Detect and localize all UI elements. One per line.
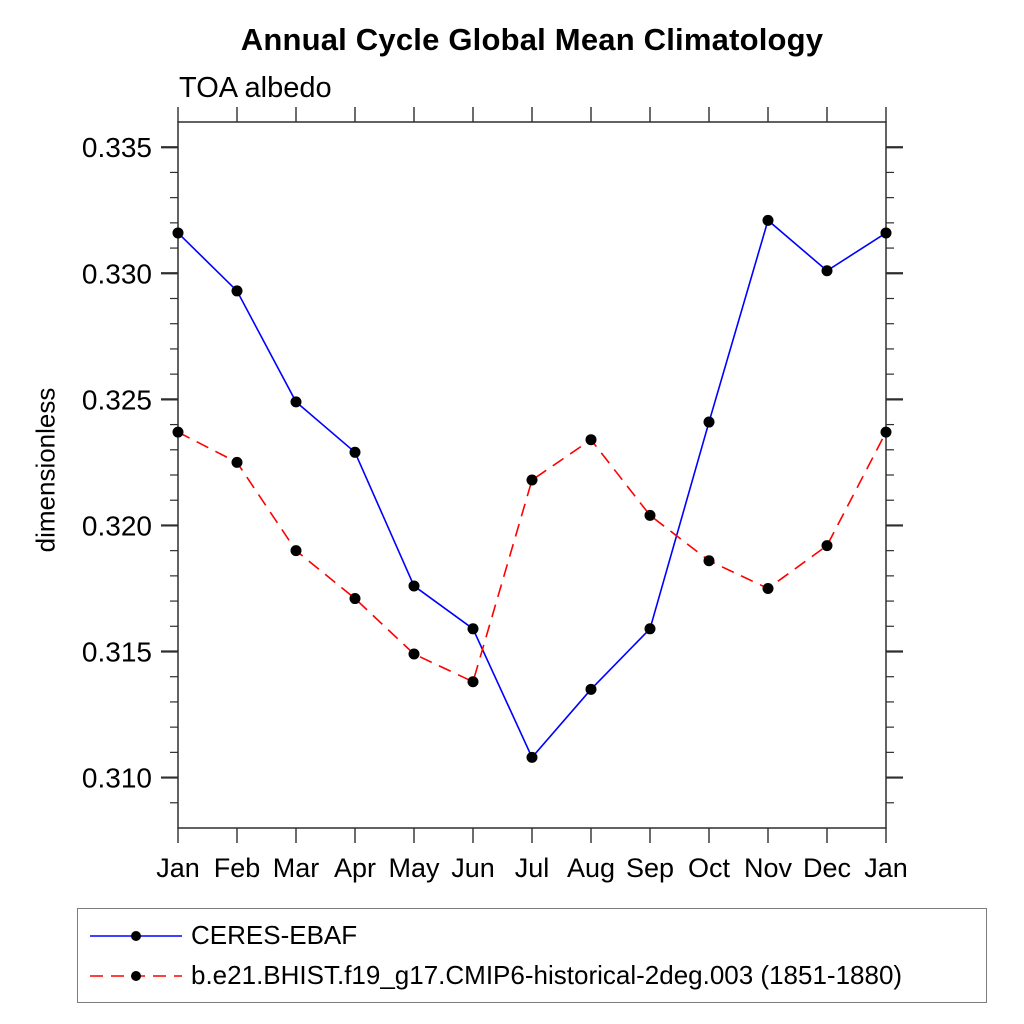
- data-point-1-Mar: [290, 545, 302, 557]
- data-point-0-Nov: [762, 214, 774, 226]
- x-tick-label: Jun: [451, 853, 495, 883]
- data-point-0-Jan: [172, 227, 184, 239]
- legend-sample-marker: [131, 970, 141, 981]
- y-tick-label: 0.325: [82, 384, 152, 415]
- data-point-1-Jan: [172, 426, 184, 438]
- y-tick-label: 0.335: [82, 132, 152, 163]
- data-point-0-Jul: [526, 751, 538, 763]
- x-tick-label: Feb: [214, 853, 261, 883]
- data-point-1-Dec: [821, 540, 833, 552]
- data-point-0-Oct: [703, 416, 715, 428]
- data-point-1-Jul: [526, 474, 538, 486]
- data-point-0-Dec: [821, 265, 833, 277]
- data-point-1-Nov: [762, 582, 774, 594]
- data-point-0-May: [408, 580, 420, 592]
- legend-sample-marker: [131, 930, 141, 941]
- chart-subtitle: TOA albedo: [179, 72, 332, 104]
- x-tick-label: Apr: [334, 853, 376, 883]
- data-point-1-Jan: [880, 426, 892, 438]
- x-tick-label: Sep: [626, 853, 674, 883]
- data-point-0-Apr: [349, 446, 361, 458]
- legend-box: CERES-EBAF b.e21.BHIST.f19_g17.CMIP6-his…: [77, 908, 987, 1003]
- series-line-0: [177, 218, 887, 759]
- x-tick-label: May: [388, 853, 440, 883]
- data-point-1-Aug: [585, 434, 597, 446]
- x-tick-label: Mar: [273, 853, 320, 883]
- legend-label: b.e21.BHIST.f19_g17.CMIP6-historical-2de…: [191, 960, 903, 990]
- x-tick-label: Oct: [688, 853, 731, 883]
- data-point-1-Feb: [231, 456, 243, 468]
- y-tick-label: 0.330: [82, 258, 152, 289]
- y-tick-label: 0.320: [82, 510, 152, 541]
- data-point-0-Mar: [290, 396, 302, 408]
- data-point-0-Jun: [467, 623, 479, 635]
- data-point-0-Sep: [644, 623, 656, 635]
- chart-title: Annual Cycle Global Mean Climatology: [240, 22, 824, 57]
- data-point-0-Aug: [585, 683, 597, 695]
- data-point-1-Jun: [467, 676, 479, 688]
- data-point-0-Feb: [231, 285, 243, 297]
- legend-label: CERES-EBAF: [191, 920, 358, 950]
- y-tick-label: 0.315: [82, 637, 152, 668]
- y-tick-label: 0.310: [82, 763, 152, 794]
- data-point-1-Oct: [703, 555, 715, 567]
- legend-item-model-run: b.e21.BHIST.f19_g17.CMIP6-historical-2de…: [88, 956, 986, 996]
- legend-line-sample-dashed: [90, 970, 182, 981]
- x-tick-label: Jul: [515, 853, 550, 883]
- x-tick-label: Jan: [156, 853, 200, 883]
- x-tick-label: Aug: [567, 853, 615, 883]
- x-tick-label: Nov: [744, 853, 793, 883]
- legend-item-ceres-ebaf: CERES-EBAF: [88, 916, 986, 956]
- x-tick-label: Jan: [864, 853, 908, 883]
- series-line-1: [177, 431, 887, 683]
- data-point-0-Jan: [880, 227, 892, 239]
- data-point-1-Sep: [644, 509, 656, 521]
- legend-line-sample-solid: [90, 930, 182, 941]
- data-point-1-Apr: [349, 593, 361, 605]
- x-tick-label: Dec: [803, 853, 851, 883]
- data-point-1-May: [408, 648, 420, 660]
